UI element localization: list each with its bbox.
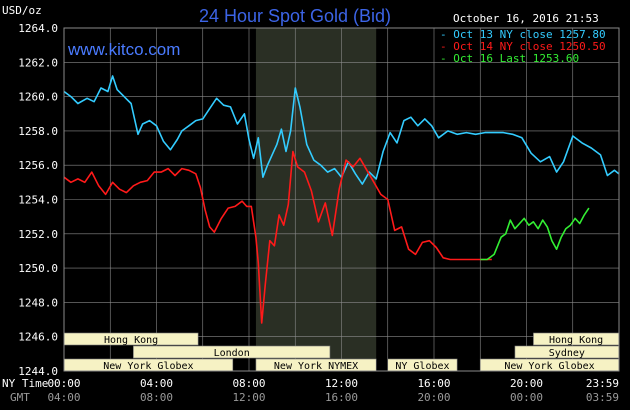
x-tick-label-ny: 00:00 [47, 377, 80, 390]
x-tick-label-ny: 20:00 [510, 377, 543, 390]
legend: - Oct 13 NY close 1257.80 - Oct 14 NY cl… [440, 28, 606, 65]
y-tick-label: 1258.0 [18, 125, 58, 138]
timestamp: October 16, 2016 21:53 [453, 12, 599, 25]
session-label: New York Globex [504, 361, 594, 372]
timezone-secondary-label: GMT [10, 391, 30, 404]
session-label: New York NYMEX [274, 361, 358, 372]
x-tick-label-gmt: 00:00 [510, 391, 543, 404]
x-tick-label-ny: 23:59 [586, 377, 619, 390]
legend-label-oct14: Oct 14 NY close 1250.50 [453, 40, 605, 53]
legend-item-oct13: - Oct 13 NY close 1257.80 [440, 28, 606, 41]
y-tick-label: 1250.0 [18, 262, 58, 275]
legend-item-oct16: - Oct 16 Last 1253.60 [440, 52, 579, 65]
series-layer [63, 75, 620, 324]
x-tick-label-gmt: 12:00 [232, 391, 265, 404]
unit-label: USD/oz [2, 4, 42, 17]
y-tick-label: 1262.0 [18, 56, 58, 69]
legend-label-oct13: Oct 13 NY close 1257.80 [453, 28, 605, 41]
site-url: www.kitco.com [67, 40, 180, 59]
y-tick-label: 1256.0 [18, 159, 58, 172]
x-tick-label-ny: 12:00 [325, 377, 358, 390]
legend-item-oct14: - Oct 14 NY close 1250.50 [440, 40, 606, 53]
session-label: Hong Kong [104, 335, 158, 346]
session-label: Sydney [549, 348, 585, 359]
x-tick-label-gmt: 08:00 [140, 391, 173, 404]
y-tick-label: 1244.0 [18, 365, 58, 378]
y-tick-label: 1252.0 [18, 228, 58, 241]
session-label: NY Globex [395, 361, 449, 372]
y-tick-labels: 1244.0 1246.0 1248.0 1250.0 1252.0 1254.0 1256… [18, 22, 58, 378]
session-label: Hong Kong [549, 335, 603, 346]
x-tick-label-ny: 04:00 [140, 377, 173, 390]
x-tick-label-ny: 16:00 [417, 377, 450, 390]
session-bars: Hong Kong London New York Globex New York N… [63, 332, 620, 372]
x-tick-label-gmt: 16:00 [325, 391, 358, 404]
x-tick-labels: 00:0004:0004:0008:0008:0012:0012:0016:00… [47, 377, 619, 404]
plot-frame [63, 27, 620, 372]
session-label: London [214, 348, 250, 359]
y-tick-label: 1246.0 [18, 331, 58, 344]
x-tick-label-gmt: 03:59 [586, 391, 619, 404]
session-bar [133, 345, 331, 359]
session-label: New York Globex [103, 361, 193, 372]
x-tick-label-gmt: 04:00 [47, 391, 80, 404]
y-tick-label: 1264.0 [18, 22, 58, 35]
legend-label-oct16: Oct 16 Last 1253.60 [453, 52, 579, 65]
y-tick-label: 1248.0 [18, 296, 58, 309]
series-line-2 [480, 207, 590, 261]
series-line-0 [63, 75, 620, 185]
series-line-1 [63, 150, 492, 324]
chart-title: 24 Hour Spot Gold (Bid) [199, 6, 391, 26]
y-tick-label: 1260.0 [18, 91, 58, 104]
x-tick-label-gmt: 20:00 [417, 391, 450, 404]
y-tick-label: 1254.0 [18, 194, 58, 207]
timezone-primary-label: NY Time [2, 377, 48, 390]
x-tick-label-ny: 08:00 [232, 377, 265, 390]
